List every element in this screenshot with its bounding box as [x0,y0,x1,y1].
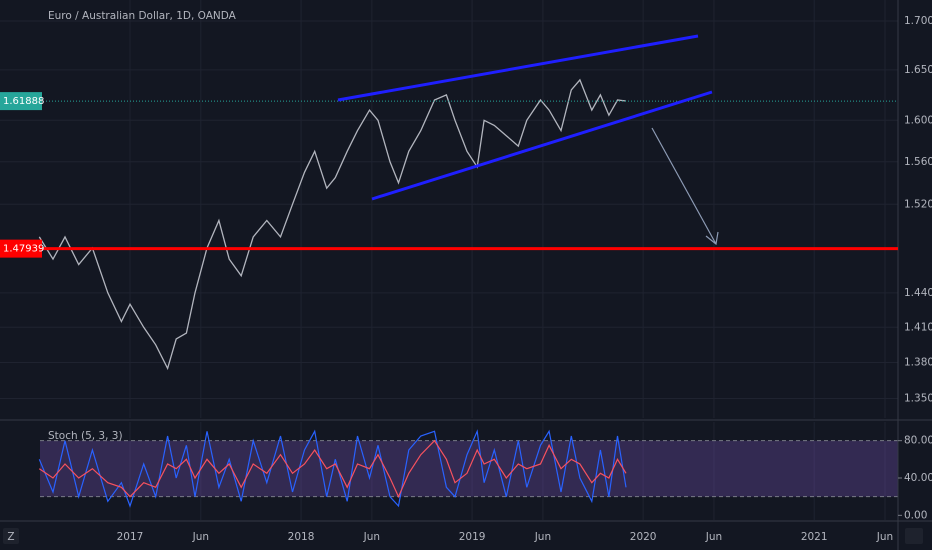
price-label-box [0,239,42,258]
y-tick-label: 40.00 [904,472,932,484]
settings-icon[interactable] [905,528,923,544]
x-tick-label: 2019 [459,531,486,543]
y-tick-label: 1.56000 [904,156,932,168]
y-tick-label: 1.65000 [904,64,932,76]
x-tick-label: 2018 [288,531,315,543]
price-label: 1.47939 [3,244,44,255]
y-tick-label: 1.35000 [904,392,932,404]
x-tick-label: Jun [876,531,893,543]
trend-line [337,34,699,102]
icon-glyph: Z [7,531,14,543]
y-tick-label: 0.00 [904,509,927,521]
x-tick-label: 2020 [630,531,657,543]
x-tick-label: Jun [705,531,722,543]
arrow [651,127,717,245]
icon[interactable] [3,528,19,544]
y-tick-label: 1.41000 [904,321,932,333]
y-tick-label: 1.70000 [904,15,932,27]
stoch-line [38,439,627,499]
y-tick-label: 1.60000 [904,114,932,126]
stoch-line [38,429,627,508]
x-tick-label: 2021 [801,531,828,543]
y-tick-label: 80.00 [904,435,932,447]
plot [38,78,898,508]
x-tick-label: Jun [192,531,209,543]
price-label-box [0,92,42,111]
chart-title: Euro / Australian Dollar, 1D, OANDA [48,10,237,22]
y-tick-label: 1.44000 [904,287,932,299]
y-tick-label: 1.38000 [904,356,932,368]
x-tick-label: 2017 [117,531,144,543]
price-label: 1.61888 [3,96,44,107]
x-tick-label: Jun [363,531,380,543]
arrow-head [705,231,719,246]
trend-line [371,90,713,201]
indicator-title: Stoch (5, 3, 3) [48,430,123,442]
x-tick-label: Jun [534,531,551,543]
price-line [38,78,627,371]
y-tick-label: 1.52000 [904,198,932,210]
